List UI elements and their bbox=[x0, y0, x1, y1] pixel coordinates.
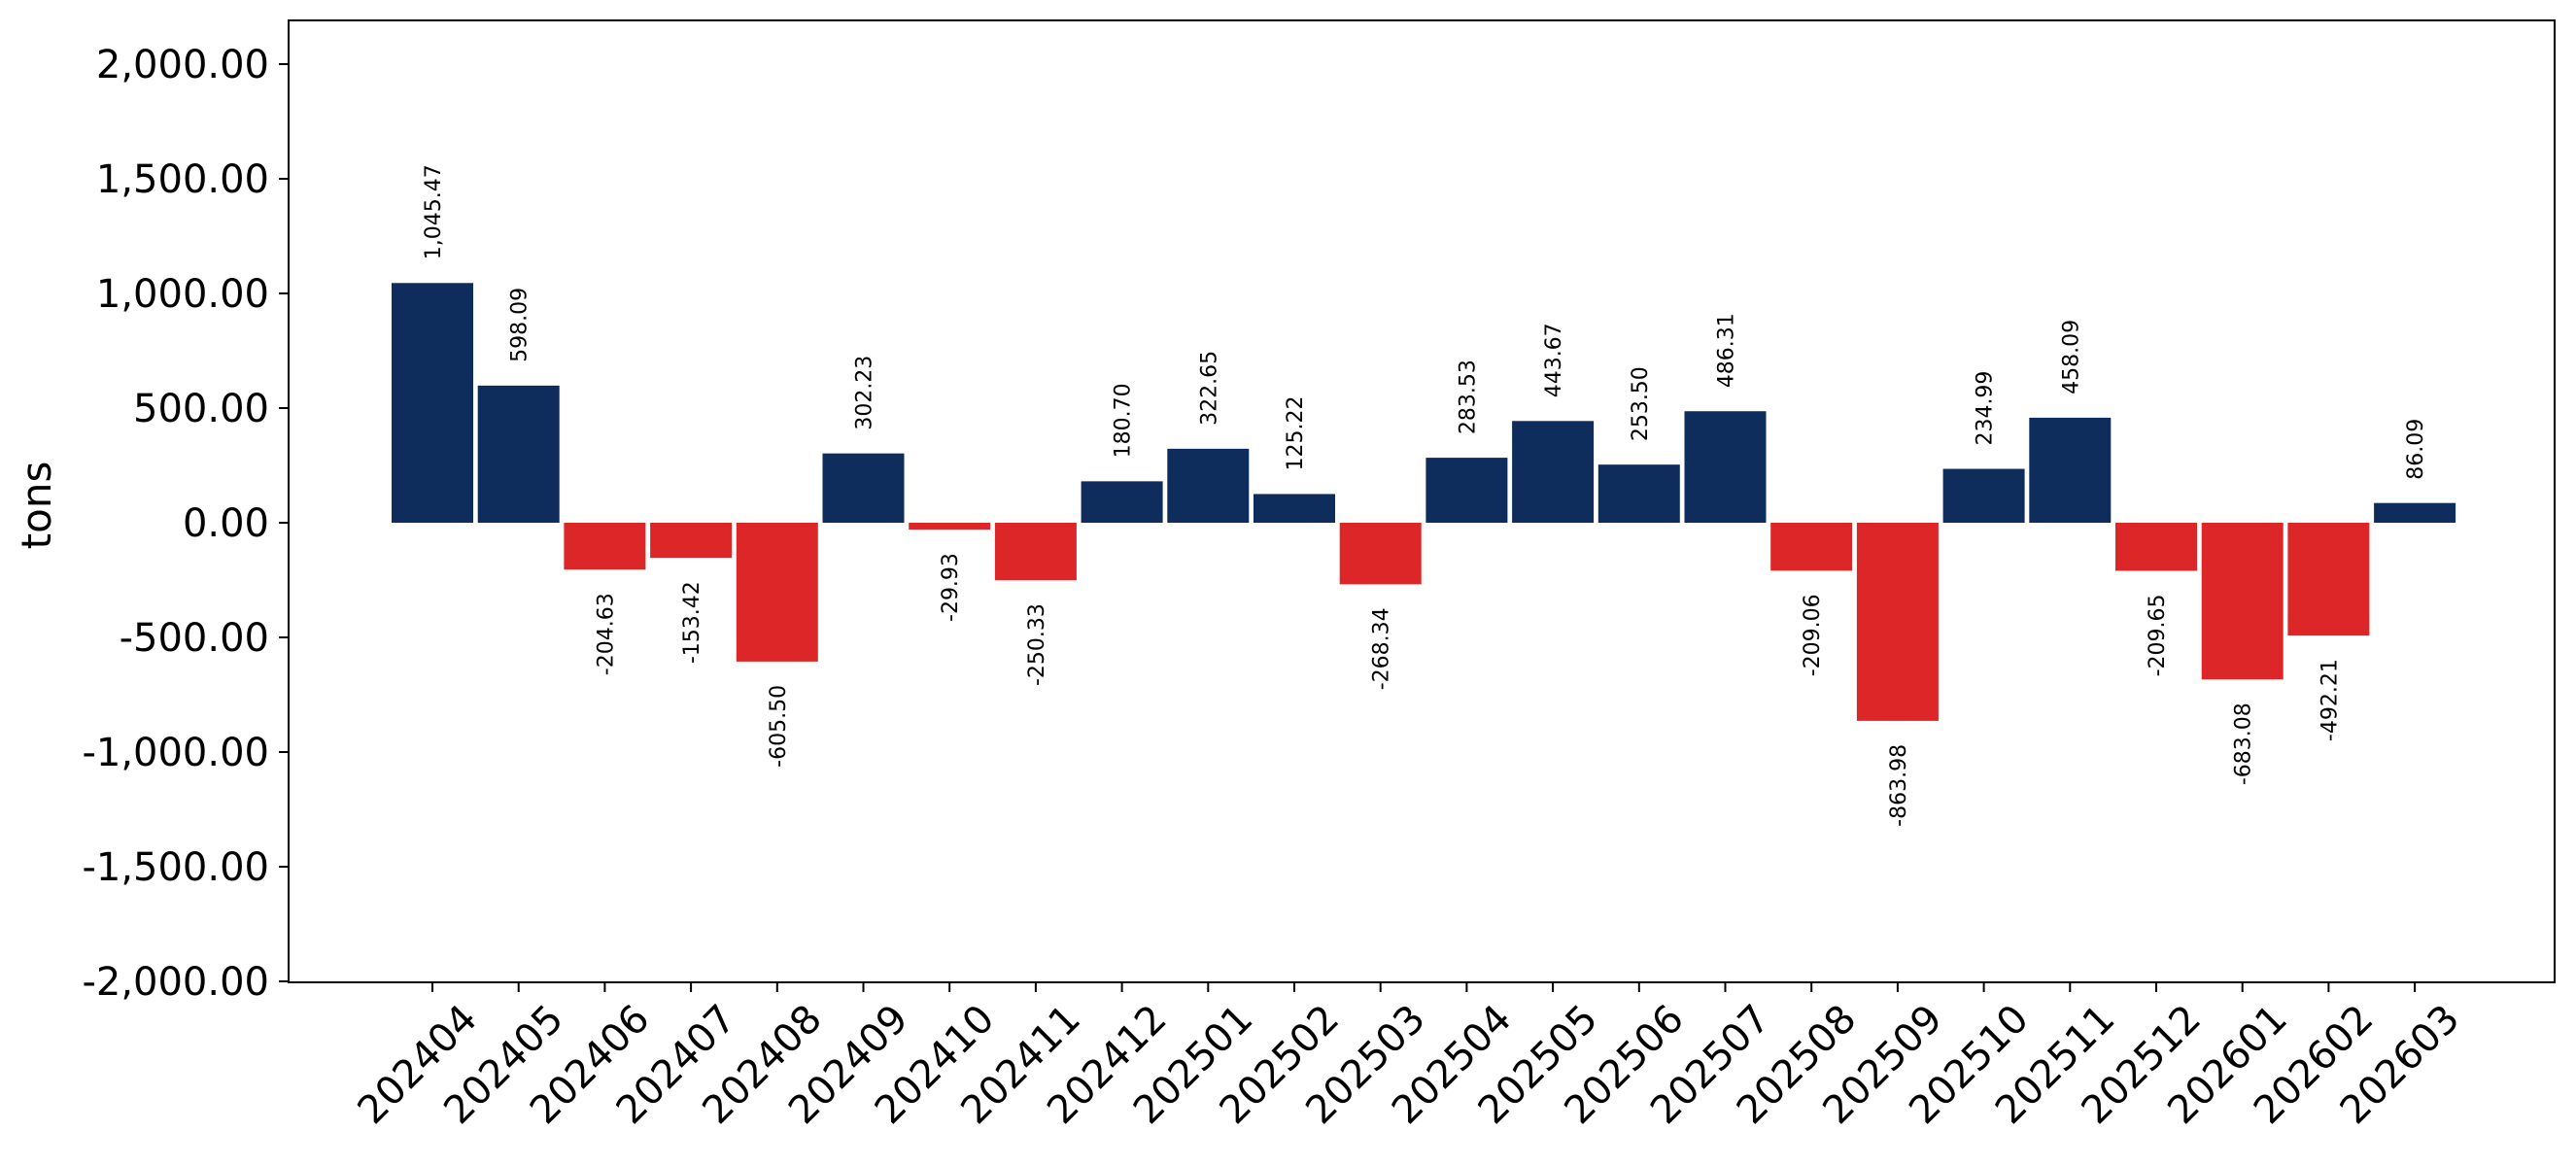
bar-value-label: 253.50 bbox=[1629, 366, 1653, 441]
bar bbox=[1081, 481, 1163, 523]
bar-value-label: 86.09 bbox=[2404, 419, 2428, 480]
bar bbox=[2115, 523, 2197, 571]
bar bbox=[1942, 468, 2025, 523]
bar bbox=[1254, 494, 1335, 523]
bar-value-label: 125.22 bbox=[1284, 395, 1308, 470]
bar-value-label: -209.65 bbox=[2146, 594, 2170, 676]
plot-frame bbox=[288, 19, 2556, 983]
bar bbox=[1597, 464, 1680, 523]
bar-value-label: 443.67 bbox=[1542, 323, 1566, 397]
bars bbox=[392, 283, 2456, 721]
y-axis-label: tons bbox=[13, 462, 60, 550]
y-tick-label: 1,000.00 bbox=[96, 272, 269, 317]
bar bbox=[2374, 502, 2456, 523]
bar-value-label: -268.34 bbox=[1370, 607, 1394, 690]
y-tick-label: 1,500.00 bbox=[96, 157, 269, 202]
bar-value-label: 283.53 bbox=[1456, 360, 1480, 434]
bar-value-label: -683.08 bbox=[2232, 702, 2256, 785]
bar bbox=[994, 523, 1077, 581]
y-tick-label: 500.00 bbox=[133, 387, 269, 431]
bar bbox=[1512, 421, 1595, 523]
y-tick-label: 2,000.00 bbox=[96, 43, 269, 87]
bar bbox=[1770, 523, 1853, 571]
bar bbox=[564, 523, 646, 570]
bar-value-label: -153.42 bbox=[680, 581, 704, 664]
bar bbox=[392, 283, 473, 523]
y-axis: 2,000.00 1,500.00 1,000.00 500.00 0.00 -500.0… bbox=[82, 43, 289, 1005]
bar-value-label: -209.06 bbox=[1801, 594, 1825, 676]
bar-value-label: -492.21 bbox=[2318, 659, 2342, 741]
bar bbox=[909, 523, 991, 531]
bar bbox=[822, 453, 905, 523]
bar-value-label: 180.70 bbox=[1112, 383, 1136, 458]
bar-value-label: -863.98 bbox=[1887, 744, 1911, 827]
bar bbox=[2201, 523, 2284, 680]
bar bbox=[1339, 523, 1422, 585]
bar-value-label: -204.63 bbox=[594, 593, 618, 675]
bar bbox=[1684, 411, 1767, 523]
y-tick-label: -1,500.00 bbox=[82, 845, 269, 890]
bar bbox=[1856, 523, 1939, 721]
bar-value-label: 458.09 bbox=[2059, 320, 2083, 394]
bar-value-label: -29.93 bbox=[939, 553, 963, 622]
bar bbox=[2029, 417, 2112, 523]
bar-value-label: -605.50 bbox=[767, 685, 791, 768]
bar bbox=[1167, 448, 1250, 523]
bar bbox=[477, 385, 560, 523]
bar-value-label: 302.23 bbox=[853, 356, 877, 430]
bar bbox=[1425, 458, 1508, 523]
bar-value-label: 234.99 bbox=[1974, 371, 1998, 446]
bar-value-label: 322.65 bbox=[1197, 351, 1221, 426]
bar bbox=[2287, 523, 2370, 636]
bar bbox=[650, 523, 733, 559]
y-tick-label: -1,000.00 bbox=[82, 731, 269, 775]
bar-value-label: 598.09 bbox=[508, 288, 532, 362]
bar-value-label: 1,045.47 bbox=[422, 164, 446, 259]
x-axis: 2024042024052024062024072024082024092024… bbox=[350, 982, 2468, 1133]
y-tick-label: -500.00 bbox=[120, 616, 269, 661]
bar bbox=[736, 523, 818, 662]
y-tick-label: 0.00 bbox=[183, 501, 269, 546]
bar-value-label: 486.31 bbox=[1715, 313, 1739, 388]
bar-value-labels: 1,045.47 598.09 -204.63 -153.42 -605.50 302.2… bbox=[422, 164, 2428, 827]
bar-value-label: -250.33 bbox=[1025, 603, 1049, 686]
y-tick-label: -2,000.00 bbox=[82, 960, 269, 1005]
